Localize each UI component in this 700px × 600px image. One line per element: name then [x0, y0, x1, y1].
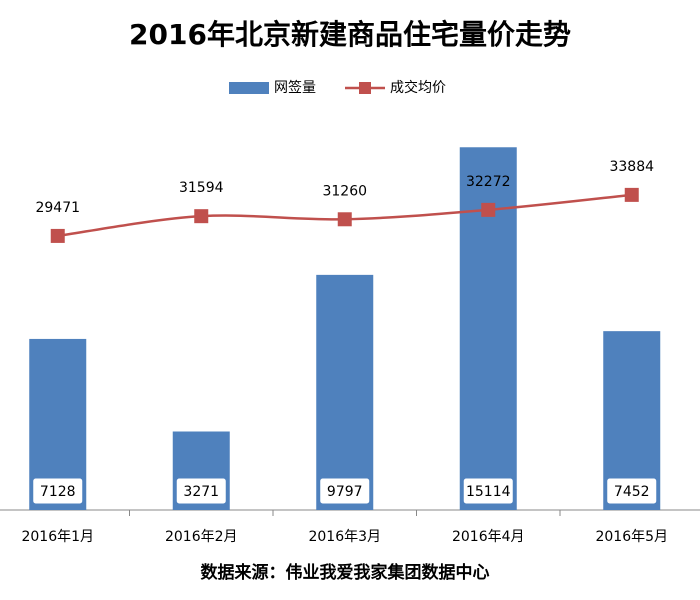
value-label: 7128 — [40, 484, 76, 500]
line-marker — [337, 212, 352, 227]
legend-swatch — [229, 82, 269, 94]
value-label-box — [606, 477, 658, 505]
line-marker — [624, 187, 639, 202]
value-label-box — [175, 477, 227, 505]
value-label-box — [462, 477, 514, 505]
source-note: 数据来源：伟业我爱我家集团数据中心 — [201, 562, 490, 583]
value-label-box — [319, 477, 371, 505]
legend-swatch — [359, 82, 371, 94]
x-tick-label: 2016年1月 — [21, 529, 94, 545]
legend-label: 网签量 — [274, 79, 316, 96]
value-label: 3271 — [183, 484, 219, 500]
value-label: 15114 — [466, 484, 511, 500]
value-label: 7452 — [614, 484, 650, 500]
chart-title: 2016年北京新建商品住宅量价走势 — [129, 18, 571, 51]
value-label: 33884 — [609, 159, 654, 175]
bar — [459, 147, 517, 510]
x-tick-label: 2016年3月 — [308, 529, 381, 545]
value-label: 9797 — [327, 484, 363, 500]
legend-label: 成交均价 — [390, 79, 446, 96]
x-tick-label: 2016年4月 — [452, 529, 525, 545]
bar — [316, 274, 374, 510]
value-label: 29471 — [35, 200, 80, 216]
x-tick-label: 2016年5月 — [595, 529, 668, 545]
line-marker — [50, 228, 65, 243]
value-label: 32272 — [466, 174, 511, 190]
line-marker — [481, 202, 496, 217]
value-label-box — [32, 477, 84, 505]
value-label: 31260 — [322, 183, 367, 199]
x-tick-label: 2016年2月 — [165, 529, 238, 545]
value-label: 31594 — [179, 180, 224, 196]
line-marker — [194, 209, 209, 224]
